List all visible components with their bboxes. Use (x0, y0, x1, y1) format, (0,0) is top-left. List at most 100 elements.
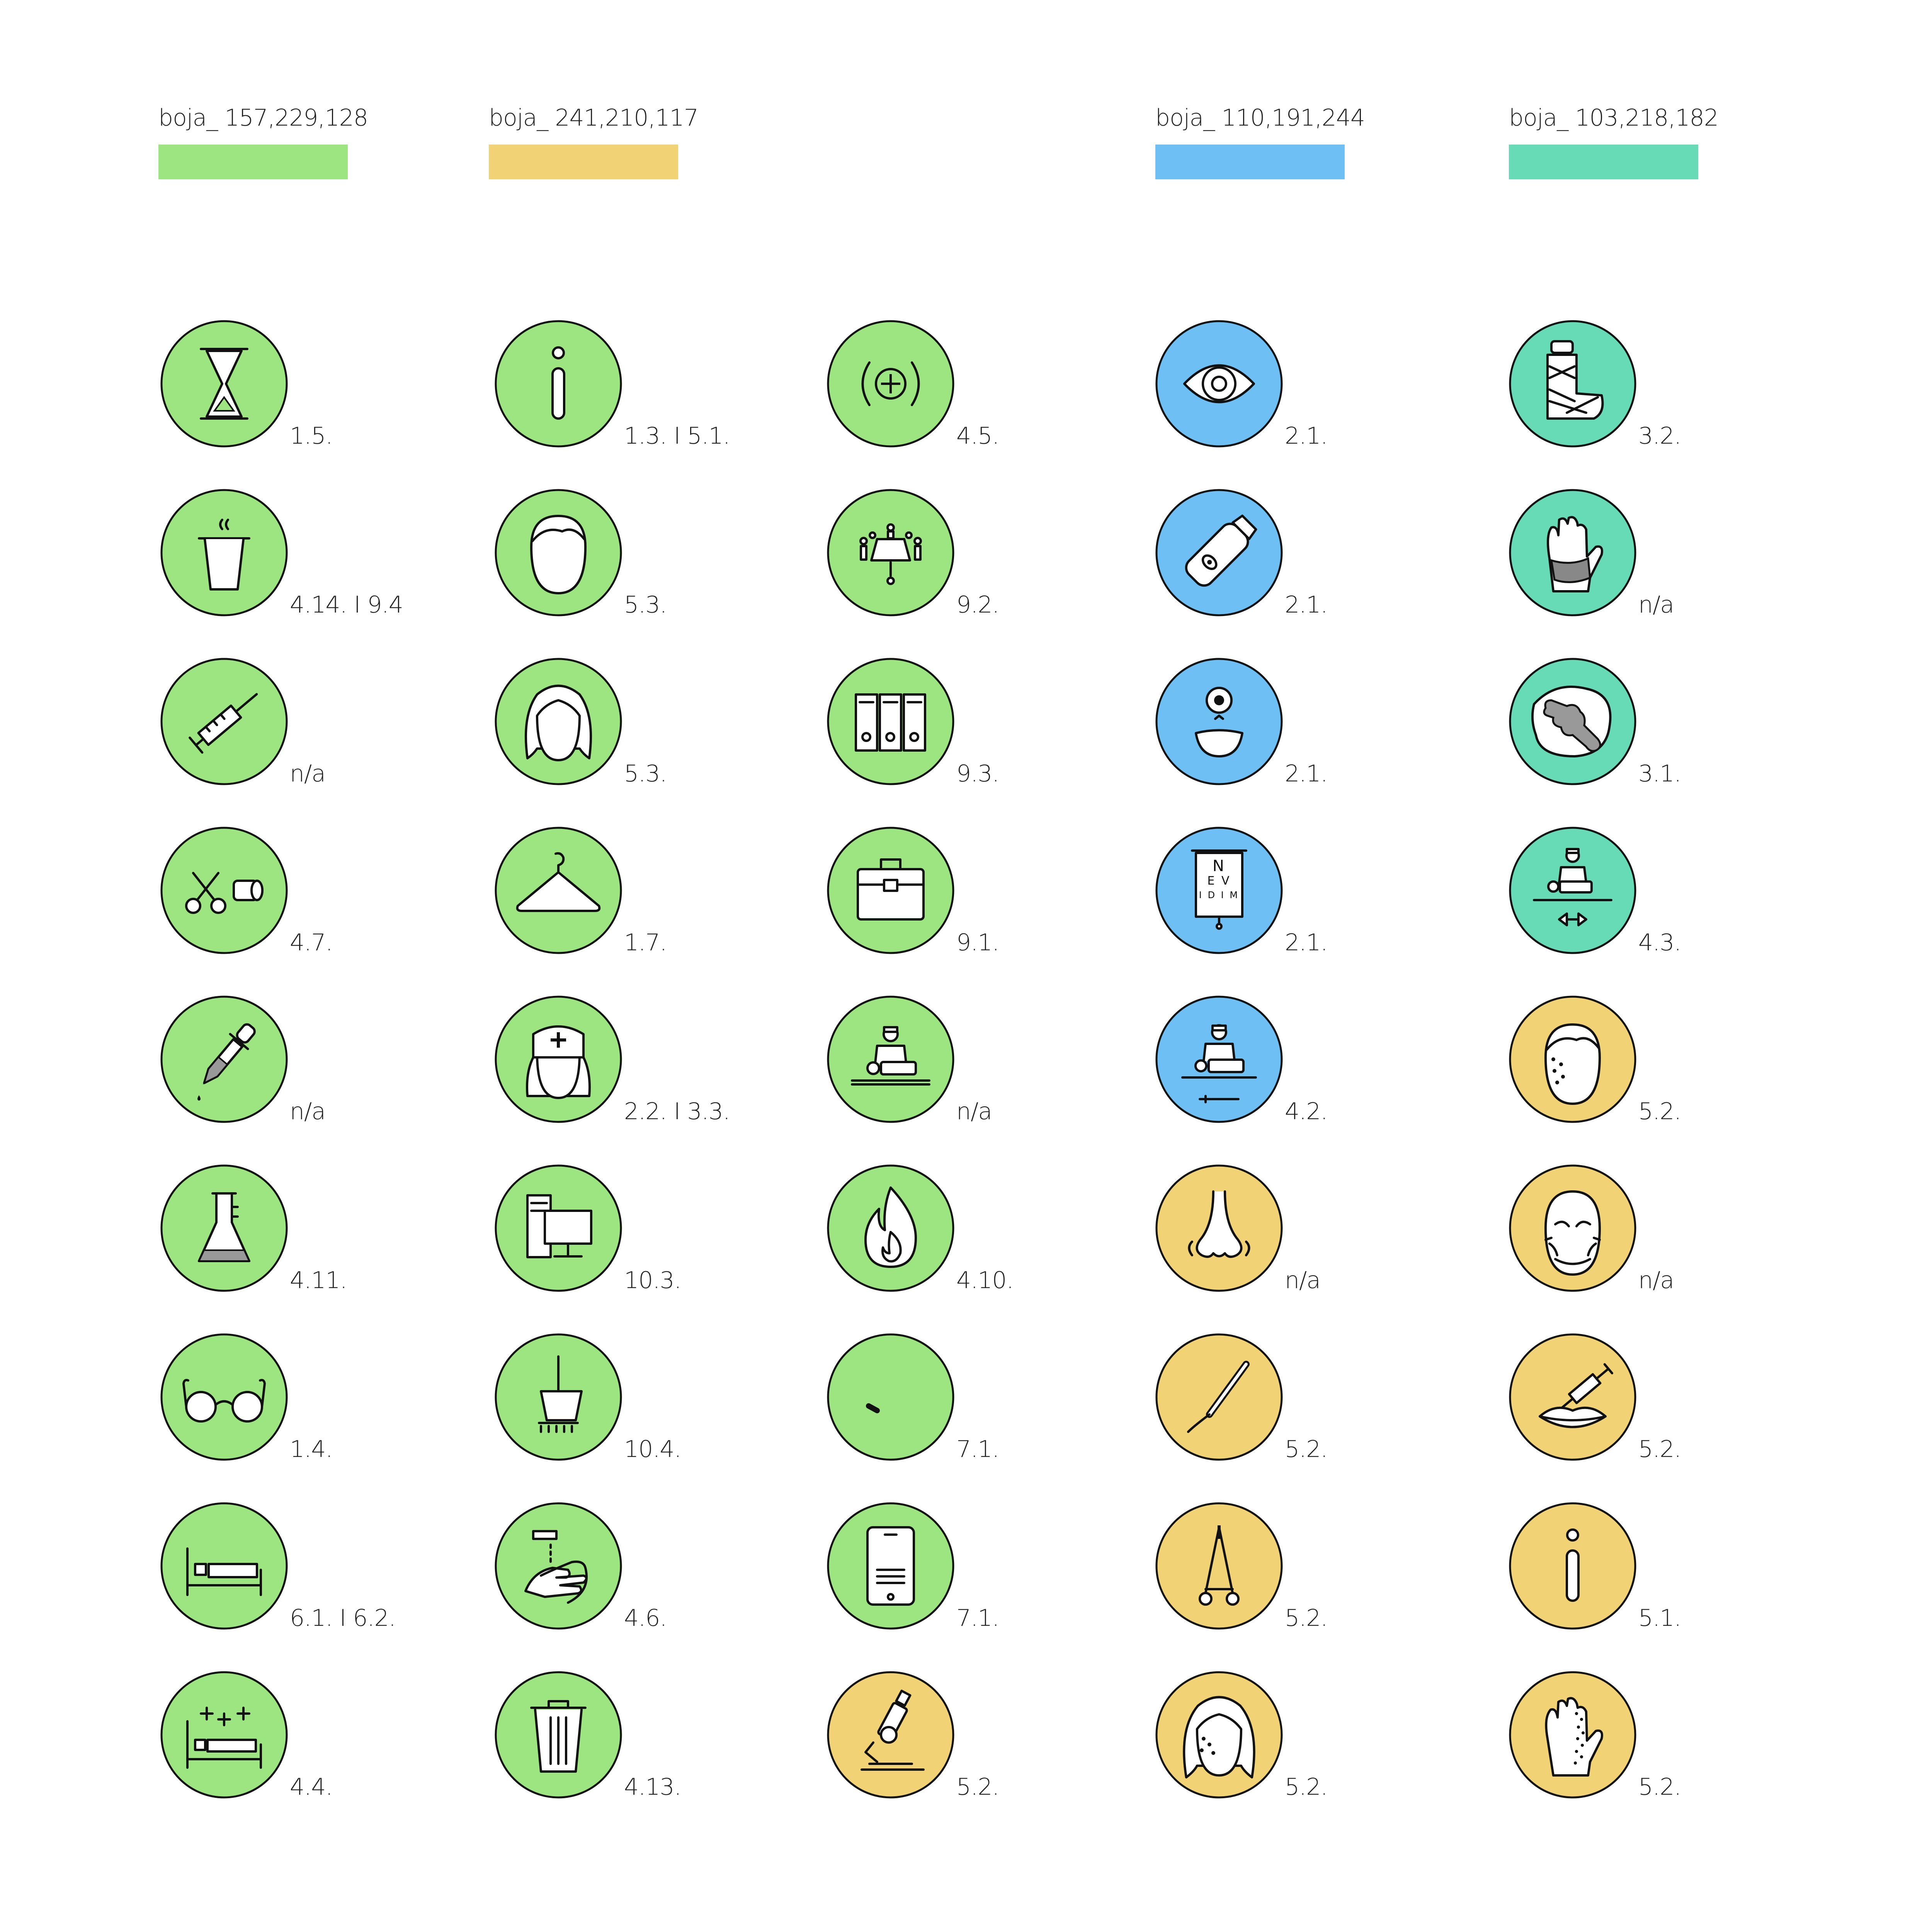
recovery-bed-icon (160, 1671, 288, 1799)
eye-drops-icon (1155, 489, 1283, 616)
computer-icon (495, 1164, 622, 1292)
icon-code-label: 9.3. (956, 760, 999, 787)
surgeon-operating-icon (827, 996, 954, 1123)
forceps-icon (1155, 1502, 1283, 1630)
icon-code-label: 4.6. (624, 1605, 667, 1632)
nurse-icon (495, 996, 622, 1123)
swatch-green: boja_ 157,229,128 (158, 104, 368, 179)
icon-code-label: 10.3. (624, 1267, 682, 1294)
leg-cast-icon (1509, 320, 1636, 448)
icon-code-label: 10.4. (624, 1436, 682, 1463)
swatch-label: boja_ 103,218,182 (1509, 104, 1719, 131)
meeting-table-icon (827, 489, 954, 616)
lip-injection-icon (1509, 1333, 1636, 1461)
icon-code-label: 1.7. (624, 929, 667, 956)
icon-code-label: 5.2. (1285, 1773, 1328, 1801)
icon-code-label: 5.2. (1638, 1436, 1681, 1463)
contact-lens-icon (1155, 658, 1283, 785)
icon-code-label: 9.2. (956, 591, 999, 618)
icon-code-label: 5.3. (624, 760, 667, 787)
eye-chart-line: N (1213, 857, 1226, 875)
icon-code-label: 6.1. I 6.2. (290, 1605, 396, 1632)
dropper-icon (160, 996, 288, 1123)
hot-drink-cup-icon (160, 489, 288, 616)
swatch-bar (1155, 145, 1345, 179)
hourglass-icon (160, 320, 288, 448)
swatch-label: boja_ 157,229,128 (158, 104, 368, 131)
hanger-icon (495, 827, 622, 954)
icon-code-label: 4.10. (956, 1267, 1014, 1294)
info-icon (495, 320, 622, 448)
icon-code-label: n/a (1285, 1267, 1321, 1294)
icon-code-label: 5.2. (1285, 1605, 1328, 1632)
icon-code-label: 1.3. I 5.1. (624, 422, 730, 449)
icon-code-label: 4.4. (290, 1773, 333, 1801)
hand-brace-icon (1509, 489, 1636, 616)
icon-code-label: n/a (290, 1098, 326, 1125)
female-head-icon (495, 658, 622, 785)
icon-code-label: 3.1. (1638, 760, 1681, 787)
lab-flask-icon (160, 1164, 288, 1292)
swatch-blue: boja_ 110,191,244 (1155, 104, 1365, 179)
icon-code-label: 4.13. (624, 1773, 682, 1801)
swatch-bar (158, 145, 348, 179)
icon-code-label: 4.2. (1285, 1098, 1328, 1125)
icon-code-label: 2.1. (1285, 591, 1328, 618)
hand-dots-icon (1509, 1671, 1636, 1799)
icon-code-label: 5.2. (1285, 1436, 1328, 1463)
eye-chart-line: E V (1207, 874, 1231, 888)
face-spots-icon (1155, 1671, 1283, 1799)
icon-code-label: 4.5. (956, 422, 999, 449)
syringe-icon (160, 658, 288, 785)
nose-icon (1155, 1164, 1283, 1292)
swatch-bar (1509, 145, 1698, 179)
swatch-label: boja_ 110,191,244 (1155, 104, 1365, 131)
male-head-icon (495, 489, 622, 616)
eye-chart-line: I D I M (1199, 890, 1239, 900)
icon-code-label: 5.1. (1638, 1605, 1681, 1632)
medical-case-icon (827, 827, 954, 954)
joint-bone-icon (1509, 658, 1636, 785)
icon-code-label: 4.11. (290, 1267, 347, 1294)
icon-code-label: 4.7. (290, 929, 333, 956)
icon-code-label: 3.2. (1638, 422, 1681, 449)
icon-code-label: n/a (290, 760, 326, 787)
icon-code-label: 1.5. (290, 422, 333, 449)
info-icon (1509, 1502, 1636, 1630)
icon-code-label: 4.3. (1638, 929, 1681, 956)
physio-treatment-icon (1509, 827, 1636, 954)
icon-code-label: n/a (1638, 591, 1674, 618)
hospital-bed-icon (160, 1502, 288, 1630)
icon-code-label: n/a (956, 1098, 992, 1125)
icon-code-label: 2.2. I 3.3. (624, 1098, 730, 1125)
icon-code-label: 4.14. I 9.4 (290, 591, 403, 618)
binders-icon (827, 658, 954, 785)
face-wrinkles-icon (1509, 1164, 1636, 1292)
flame-icon (827, 1164, 954, 1292)
swatch-teal: boja_ 103,218,182 (1509, 104, 1719, 179)
scissors-bandage-roll-icon (160, 827, 288, 954)
microscope-icon (827, 1671, 954, 1799)
icon-code-label: 5.2. (956, 1773, 999, 1801)
icon-code-label: 1.4. (290, 1436, 333, 1463)
icon-code-label: 2.1. (1285, 929, 1328, 956)
swatch-yellow: boja_ 241,210,117 (489, 104, 699, 179)
hand-washing-icon (495, 1502, 622, 1630)
face-acne-icon (1509, 996, 1636, 1123)
icon-code-label: 5.3. (624, 591, 667, 618)
icon-code-label: 9.1. (956, 929, 999, 956)
trash-bin-icon (495, 1671, 622, 1799)
icon-code-label: 7.1. (956, 1605, 999, 1632)
hook-icon (827, 1333, 954, 1461)
tablet-icon (827, 1502, 954, 1630)
scalpel-icon (1155, 1333, 1283, 1461)
swatch-bar (489, 145, 678, 179)
swatch-label: boja_ 241,210,117 (489, 104, 699, 131)
icon-code-label: 5.2. (1638, 1098, 1681, 1125)
icon-code-label: 7.1. (956, 1436, 999, 1463)
glasses-icon (160, 1333, 288, 1461)
eye-surgery-icon (1155, 996, 1283, 1123)
icon-code-label: 5.2. (1638, 1773, 1681, 1801)
mop-bucket-icon (495, 1333, 622, 1461)
